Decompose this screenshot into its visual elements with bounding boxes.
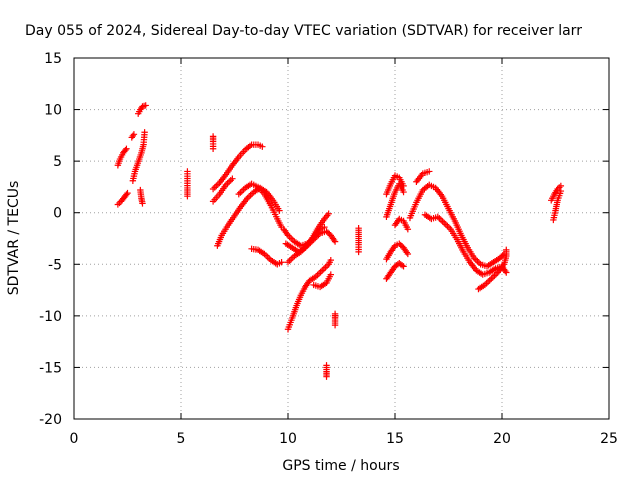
data-point	[247, 191, 254, 199]
data-point	[276, 207, 283, 214]
data-point	[439, 218, 446, 225]
data-point	[130, 131, 138, 138]
data-point	[498, 253, 505, 260]
data-point	[225, 178, 233, 185]
tick-layer: 0 5 10 15 20 25 -20 -15 -10 -5 0 5 10 15	[39, 51, 618, 447]
data-point	[238, 187, 246, 195]
x-tick-label: 25	[600, 431, 618, 447]
data-point	[331, 238, 339, 245]
data-point	[317, 268, 324, 276]
data-point	[327, 271, 334, 278]
y-axis-label: SDTVAR / TECUs	[6, 181, 22, 296]
data-point	[235, 190, 242, 198]
data-point	[445, 224, 453, 231]
y-tick-label: 15	[44, 51, 62, 67]
data-point	[322, 264, 329, 271]
data-point	[141, 129, 148, 136]
x-tick-label: 10	[279, 431, 297, 447]
data-point	[286, 257, 293, 264]
data-point	[503, 246, 510, 254]
data-point	[227, 177, 234, 184]
data-point	[489, 273, 497, 281]
data-point	[398, 262, 406, 269]
y-tick-label: -15	[39, 360, 62, 376]
data-point	[288, 235, 295, 242]
data-point	[209, 185, 217, 193]
data-point	[472, 256, 479, 263]
data-point	[323, 228, 330, 235]
data-point	[331, 321, 339, 329]
data-point	[496, 254, 504, 262]
x-axis-label: GPS time / hours	[282, 458, 399, 474]
data-point	[442, 221, 450, 228]
data-point	[288, 255, 295, 263]
data-point	[324, 229, 332, 236]
data-point	[474, 257, 481, 265]
data-point	[488, 275, 495, 282]
data-point	[327, 256, 334, 264]
data-point	[124, 189, 131, 197]
data-point	[129, 132, 137, 140]
data-point	[503, 269, 510, 276]
data-point	[229, 175, 236, 182]
data-point	[396, 240, 403, 247]
data-point	[123, 191, 130, 198]
data-point	[319, 267, 326, 274]
data-point	[264, 253, 271, 261]
data-point	[499, 252, 506, 259]
y-tick-label: -20	[39, 412, 62, 428]
data-point	[441, 219, 448, 227]
data-point	[211, 184, 218, 191]
data-point	[484, 278, 492, 286]
data-point	[325, 210, 332, 217]
y-tick-label: 0	[53, 206, 62, 222]
data-point	[400, 263, 407, 270]
data-point	[397, 241, 404, 249]
data-point	[323, 373, 330, 380]
chart-title: Day 055 of 2024, Sidereal Day-to-day VTE…	[25, 23, 582, 39]
data-point	[142, 102, 149, 109]
data-point	[122, 146, 129, 154]
y-tick-label: -5	[48, 257, 62, 273]
data-point	[237, 189, 244, 196]
y-tick-label: -10	[39, 309, 62, 325]
data-point	[320, 265, 328, 273]
data-point	[139, 200, 146, 207]
data-point	[245, 193, 253, 200]
data-point	[214, 181, 222, 188]
data-point	[114, 201, 122, 208]
data-point	[436, 215, 443, 222]
data-point	[557, 182, 565, 190]
data-point	[486, 277, 493, 284]
x-tick-label: 0	[70, 431, 79, 447]
data-point	[400, 188, 407, 196]
data-point	[426, 168, 433, 175]
data-point	[355, 248, 362, 256]
mark-layer	[114, 102, 565, 380]
data-point	[123, 145, 130, 152]
y-tick-label: 5	[53, 154, 62, 170]
data-point	[224, 180, 231, 187]
x-tick-label: 15	[386, 431, 404, 447]
data-point	[213, 182, 220, 190]
data-point	[315, 270, 323, 277]
data-point	[278, 259, 285, 266]
data-point	[209, 133, 217, 140]
x-tick-label: 5	[177, 431, 186, 447]
data-point	[259, 143, 266, 150]
data-point	[404, 250, 412, 258]
plot-frame	[73, 57, 610, 420]
y-tick-label: 10	[44, 103, 62, 119]
grid-layer	[74, 58, 609, 419]
x-tick-label: 20	[493, 431, 511, 447]
data-point	[444, 222, 451, 230]
data-point	[404, 226, 412, 233]
data-point	[184, 193, 191, 200]
